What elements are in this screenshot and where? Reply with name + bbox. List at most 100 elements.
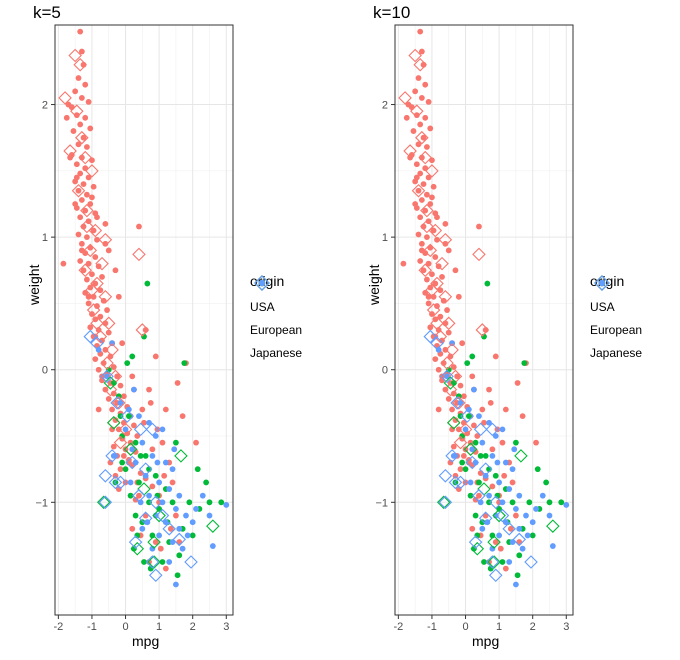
- point-european: [509, 499, 516, 506]
- point-japanese: [486, 419, 492, 426]
- point-usa: [87, 125, 94, 132]
- point-usa: [442, 220, 449, 227]
- point-usa: [476, 492, 482, 499]
- point-usa: [502, 565, 509, 572]
- point-usa: [420, 181, 427, 188]
- diamond-japanese: [162, 522, 176, 536]
- diamond-european: [123, 442, 138, 457]
- point-european: [159, 559, 166, 565]
- diamond-japanese: [472, 488, 486, 503]
- diamond-japanese: [438, 469, 453, 483]
- legend-item-japanese: Japanese: [250, 275, 340, 364]
- point-usa: [486, 386, 492, 393]
- point-usa: [154, 426, 161, 433]
- point-usa: [122, 479, 129, 486]
- legend-item-usa: USA: [590, 275, 680, 318]
- point-japanese: [166, 559, 173, 565]
- point-usa: [430, 183, 437, 190]
- point-usa: [424, 144, 430, 150]
- point-usa: [78, 48, 85, 55]
- diamond-usa: [411, 183, 426, 198]
- diamond-japanese: [450, 396, 464, 410]
- point-usa: [75, 187, 82, 194]
- point-usa: [112, 267, 119, 274]
- diamond-japanese: [108, 475, 123, 490]
- diamond-european: [147, 535, 161, 549]
- diamond-usa: [135, 323, 150, 337]
- point-usa: [75, 231, 82, 238]
- point-usa: [460, 393, 467, 400]
- point-japanese: [506, 486, 513, 492]
- x-axis-label: mpg: [132, 633, 160, 649]
- point-usa: [92, 254, 99, 260]
- diamond-japanese: [478, 462, 493, 476]
- point-european: [476, 479, 482, 486]
- point-usa: [481, 419, 487, 426]
- point-usa: [472, 496, 479, 503]
- legend-item-european: European: [250, 275, 340, 341]
- point-european: [152, 472, 159, 479]
- point-usa: [415, 187, 422, 194]
- y-tick-label: 0: [42, 365, 48, 377]
- point-usa: [162, 406, 169, 413]
- x-tick-label: 1: [496, 621, 502, 633]
- diamond-usa: [75, 130, 89, 145]
- point-usa: [110, 390, 117, 397]
- diamond-usa: [93, 329, 108, 344]
- point-japanese: [146, 419, 152, 426]
- point-usa: [99, 373, 105, 380]
- legend-key-japanese: [594, 275, 610, 291]
- point-japanese: [516, 525, 523, 532]
- point-japanese: [496, 532, 503, 539]
- point-usa: [434, 303, 440, 309]
- point-usa: [462, 446, 469, 453]
- point-japanese: [146, 492, 152, 499]
- point-european: [139, 519, 146, 526]
- point-european: [452, 479, 459, 486]
- point-usa: [422, 81, 429, 88]
- diamond-japanese: [125, 455, 140, 470]
- point-european: [482, 452, 489, 459]
- point-usa: [415, 231, 422, 238]
- point-japanese: [199, 492, 206, 499]
- point-usa: [173, 512, 179, 519]
- point-usa: [429, 271, 435, 278]
- diamond-usa: [443, 382, 458, 397]
- point-european: [534, 466, 541, 473]
- x-tick-label: 2: [530, 621, 536, 633]
- point-japanese: [176, 492, 183, 499]
- point-japanese: [156, 532, 163, 539]
- point-european: [203, 479, 210, 486]
- point-usa: [92, 280, 99, 287]
- panel-border: [394, 24, 574, 616]
- diamond-european: [174, 449, 188, 463]
- point-usa: [77, 28, 84, 35]
- point-usa: [120, 452, 127, 459]
- point-usa: [501, 472, 508, 479]
- legend-item-usa: USA: [250, 275, 340, 318]
- point-usa: [97, 313, 104, 320]
- diamond-usa: [90, 316, 104, 331]
- point-japanese: [154, 459, 161, 466]
- point-japanese: [513, 506, 519, 512]
- diamond-usa: [105, 343, 119, 357]
- point-usa: [75, 75, 82, 81]
- point-usa: [114, 373, 121, 380]
- point-japanese: [506, 559, 513, 565]
- point-usa: [444, 307, 450, 313]
- point-usa: [95, 366, 102, 373]
- diamond-japanese: [155, 508, 170, 523]
- diamond-usa: [425, 283, 439, 297]
- diamond-japanese: [98, 469, 113, 483]
- point-usa: [80, 134, 87, 141]
- point-usa: [157, 545, 164, 552]
- diamond-usa: [98, 290, 113, 304]
- diamond-usa: [408, 48, 422, 63]
- diamond-usa: [80, 203, 94, 218]
- point-usa: [115, 293, 122, 300]
- diamond-japanese: [132, 488, 146, 503]
- point-usa: [492, 539, 499, 545]
- point-usa: [417, 121, 424, 128]
- diamond-usa: [71, 183, 86, 198]
- diamond-japanese: [128, 535, 143, 549]
